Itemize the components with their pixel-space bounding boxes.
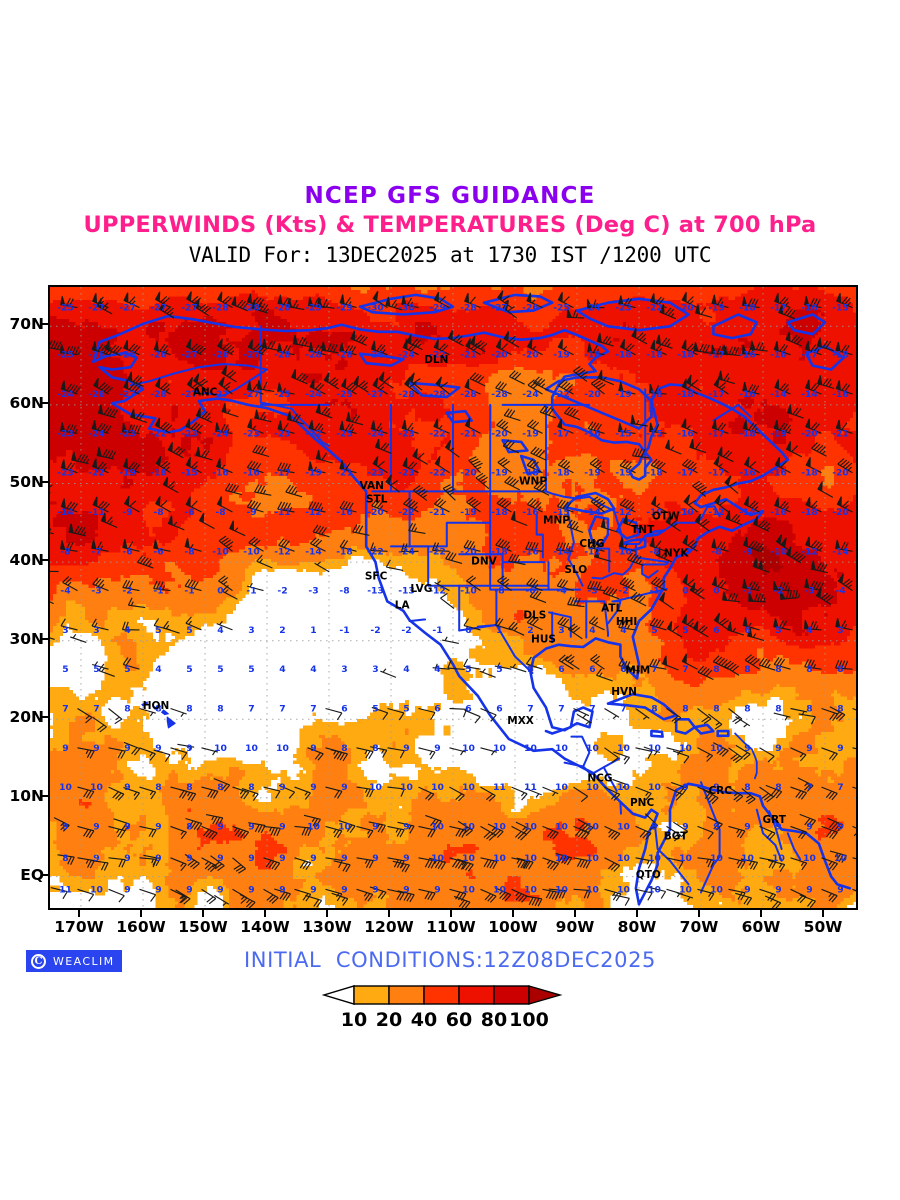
longitude-label-90w: 90W (555, 918, 595, 936)
station-label-dln: DLN (424, 354, 448, 366)
longitude-label-160w: 160W (116, 918, 166, 936)
station-label-wnp: WNP (519, 475, 547, 487)
longitude-tick (698, 910, 700, 917)
station-label-nyk: NYK (664, 548, 689, 560)
longitude-label-70w: 70W (679, 918, 719, 936)
longitude-tick (140, 910, 142, 917)
latitude-label-70n: 70N (9, 315, 44, 334)
longitude-label-170w: 170W (54, 918, 104, 936)
colorbar-svg (322, 985, 563, 1005)
latitude-tick (41, 401, 48, 404)
map-svg: -25 -27 -27 -27 -27 -28 -28 -28 -29 -29 -30 -30 -29-… (50, 287, 856, 908)
station-label-stl: STL (366, 493, 388, 505)
station-label-mxx: MXX (507, 715, 534, 727)
map-plot-area: -25 -27 -27 -27 -27 -28 -28 -28 -29 -29 -30 -30 -29-… (48, 285, 858, 910)
longitude-label-120w: 120W (364, 918, 414, 936)
longitude-tick (512, 910, 514, 917)
latitude-label-30n: 30N (9, 629, 44, 648)
station-label-mim: MIM (625, 665, 650, 677)
longitude-tick (574, 910, 576, 917)
latitude-tick (41, 480, 48, 483)
latitude-tick (41, 637, 48, 640)
station-label-la: LA (395, 600, 411, 612)
station-label-ncg: NCG (587, 772, 612, 784)
station-label-hon: HON (143, 700, 170, 712)
station-label-chg: CHG (579, 538, 604, 550)
station-label-qto: QTO (636, 869, 661, 881)
station-label-hhi: HHI (616, 616, 637, 628)
longitude-tick (636, 910, 638, 917)
longitude-tick (264, 910, 266, 917)
copyright-icon: C (31, 953, 46, 969)
colorbar-label-10: 10 (340, 1009, 368, 1031)
station-label-bgt: BGT (664, 831, 688, 843)
station-label-dls: DLS (523, 610, 546, 622)
station-label-otw: OTW (652, 511, 680, 523)
colorbar-label-40: 40 (410, 1009, 438, 1031)
longitude-tick (326, 910, 328, 917)
station-label-crc: CRC (708, 785, 732, 797)
colorbar-label-60: 60 (445, 1009, 473, 1031)
longitude-label-110w: 110W (426, 918, 476, 936)
colorbar-left-arrow (322, 985, 355, 1005)
latitude-tick (41, 716, 48, 719)
longitude-label-50w: 50W (803, 918, 843, 936)
station-label-lvg: LVG (410, 583, 432, 595)
title-variable-line: UPPERWINDS (Kts) & TEMPERATURES (Deg C) … (83, 212, 817, 238)
latitude-tick (41, 794, 48, 797)
longitude-label-80w: 80W (617, 918, 657, 936)
station-label-tnt: TNT (631, 524, 655, 536)
title-model-line: NCEP GFS GUIDANCE (304, 183, 596, 209)
station-label-anc: ANC (193, 387, 218, 399)
station-label-hvn: HVN (611, 686, 637, 698)
title-valid-line: VALID For: 13DEC2025 at 1730 IST /1200 U… (188, 243, 712, 267)
latitude-label-50n: 50N (9, 472, 44, 491)
longitude-label-150w: 150W (178, 918, 228, 936)
station-label-sfc: SFC (365, 570, 388, 582)
colorbar-right-arrow (528, 985, 563, 1005)
latitude-label-10n: 10N (9, 786, 44, 805)
wind-speed-colorbar (322, 982, 587, 1008)
longitude-label-130w: 130W (302, 918, 352, 936)
latitude-label-20n: 20N (9, 708, 44, 727)
colorbar-tick-labels: 10 20 40 60 80 100 (322, 1009, 612, 1033)
longitude-tick (202, 910, 204, 917)
initial-conditions-label: INITIAL CONDITIONS:12Z08DEC2025 (243, 948, 657, 972)
colorbar-label-100: 100 (509, 1009, 549, 1031)
longitude-tick (78, 910, 80, 917)
station-label-mnp: MNP (543, 515, 570, 527)
colorbar-label-80: 80 (480, 1009, 508, 1031)
weaclim-logo-text: WEACLIM (53, 954, 115, 968)
station-label-atl: ATL (601, 603, 622, 615)
weaclim-logo: C WEACLIM (26, 950, 122, 972)
longitude-tick (760, 910, 762, 917)
station-label-slo: SLO (564, 564, 587, 576)
latitude-label-60n: 60N (9, 393, 44, 412)
title-block: NCEP GFS GUIDANCE UPPERWINDS (Kts) & TEM… (0, 182, 900, 270)
latitude-tick (41, 873, 48, 876)
station-label-dnv: DNV (471, 556, 498, 568)
longitude-tick (450, 910, 452, 917)
station-label-hus: HUS (531, 633, 556, 645)
longitude-tick (822, 910, 824, 917)
longitude-label-140w: 140W (240, 918, 290, 936)
longitude-label-60w: 60W (741, 918, 781, 936)
latitude-tick (41, 323, 48, 326)
station-label-grt: GRT (762, 814, 786, 826)
station-label-van: VAN (360, 480, 384, 492)
longitude-tick (388, 910, 390, 917)
latitude-label-40n: 40N (9, 551, 44, 570)
latitude-label-eq: EQ (20, 865, 44, 884)
colorbar-label-20: 20 (375, 1009, 403, 1031)
longitude-label-100w: 100W (488, 918, 538, 936)
station-label-pnc: PNC (630, 797, 654, 809)
latitude-tick (41, 559, 48, 562)
map-canvas: -25 -27 -27 -27 -27 -28 -28 -28 -29 -29 -30 -30 -29-… (50, 287, 856, 908)
